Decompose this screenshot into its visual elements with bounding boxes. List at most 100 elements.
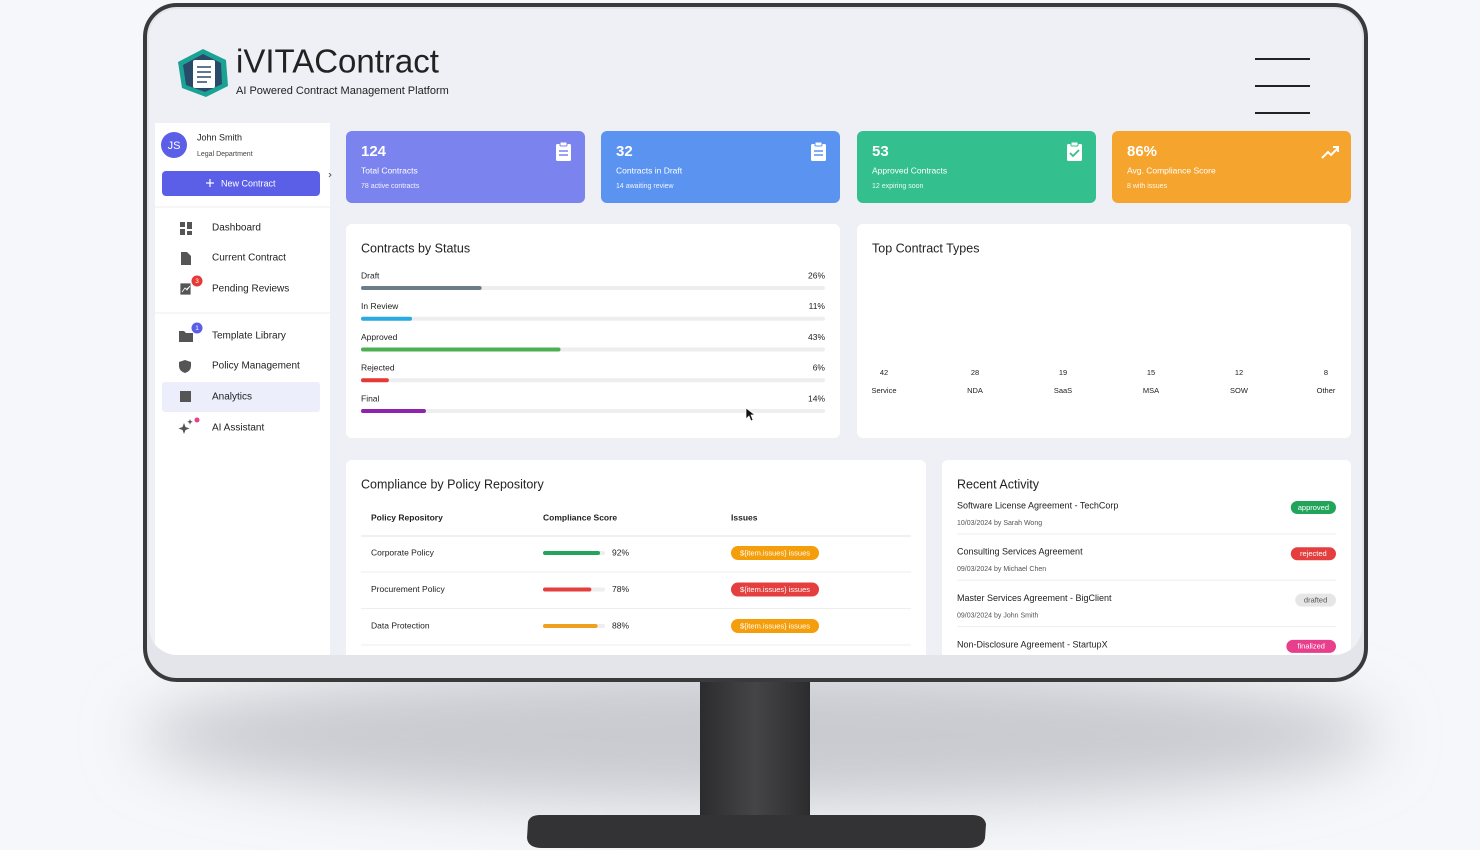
stat-icon — [1321, 146, 1339, 159]
nav-item[interactable]: Analytics — [162, 382, 320, 412]
panel-title: Compliance by Policy Repository — [361, 477, 544, 491]
screen: iVITAContract AI Powered Contract Manage… — [149, 9, 1362, 655]
status-bar — [361, 378, 389, 383]
notification-dot — [194, 417, 200, 423]
stat-label: Avg. Compliance Score — [1127, 165, 1216, 175]
nav-label[interactable]: Analytics — [212, 392, 252, 403]
nav-label[interactable]: Template Library — [212, 331, 286, 342]
status-track — [361, 409, 825, 413]
nav-item[interactable]: Dashboard — [180, 222, 261, 235]
stand-neck — [700, 678, 810, 818]
type-label: Service — [871, 386, 896, 395]
user-name: John Smith — [197, 132, 242, 142]
stat-card-bg — [601, 131, 840, 203]
score-bar — [543, 624, 598, 628]
activity-title: Non-Disclosure Agreement - StartupX — [957, 639, 1108, 649]
stat-note: 8 with issues — [1127, 183, 1168, 190]
icon — [180, 222, 185, 227]
stand-base — [527, 815, 986, 848]
stat-icon — [814, 141, 823, 147]
policy-name: Procurement Policy — [371, 584, 445, 594]
status-label: Draft — [361, 270, 380, 280]
stat-value: 32 — [616, 143, 633, 160]
score-label: 78% — [612, 584, 629, 594]
status-percent: 6% — [813, 363, 826, 373]
nav-item[interactable]: Policy Management — [179, 360, 300, 373]
stat-icon — [1069, 149, 1080, 158]
activity-meta: 10/03/2024 by Sarah Wong — [957, 520, 1042, 527]
cursor — [745, 407, 757, 422]
status-pill-text: finalized — [1297, 642, 1325, 651]
activity-title: Software License Agreement - TechCorp — [957, 500, 1118, 510]
status-percent: 43% — [808, 332, 825, 342]
activity-title: Consulting Services Agreement — [957, 547, 1083, 557]
panel — [346, 224, 840, 438]
status-label: Approved — [361, 332, 398, 342]
type-label: Other — [1317, 386, 1336, 395]
table-header: Policy Repository — [371, 512, 443, 522]
nav-badge — [191, 275, 203, 287]
status-label: In Review — [361, 301, 399, 311]
nav-item[interactable]: Template Library 1 — [179, 322, 286, 343]
stat-note: 12 expiring soon — [872, 183, 923, 190]
nav-label[interactable]: Dashboard — [212, 223, 261, 234]
stat-card-bg — [857, 131, 1096, 203]
activity-meta: 09/03/2024 by Michael Chen — [957, 566, 1046, 573]
score-label: 88% — [612, 620, 629, 630]
type-count: 12 — [1235, 368, 1243, 377]
issues-pill — [731, 582, 819, 597]
stat-icon — [811, 144, 826, 161]
stat-icon — [1067, 144, 1082, 161]
type-label: MSA — [1143, 386, 1159, 395]
type-count: 42 — [880, 368, 888, 377]
stat-value: 86% — [1127, 143, 1157, 160]
nav-item[interactable]: Current Contract — [181, 252, 286, 265]
panel-title: Recent Activity — [957, 477, 1040, 491]
issues-pill — [731, 619, 819, 633]
nav-label[interactable]: Policy Management — [212, 361, 300, 372]
status-percent: 11% — [809, 301, 826, 311]
activity-meta: 09/03/2024 by John Smith — [957, 612, 1038, 619]
status-bar — [361, 409, 426, 413]
nav-badge — [191, 322, 203, 334]
nav-active-bg — [162, 382, 320, 412]
nav-label[interactable]: AI Assistant — [212, 423, 264, 434]
status-bar — [361, 316, 413, 321]
panel-title: Contracts by Status — [361, 241, 470, 255]
status-pill — [1286, 639, 1336, 653]
table-header: Compliance Score — [543, 512, 617, 522]
stat-card-bg — [346, 131, 585, 203]
score-bar — [543, 551, 601, 555]
status-bar — [361, 286, 482, 290]
new-contract-button[interactable]: New Contract — [162, 171, 320, 196]
stat-card-bg — [1112, 131, 1351, 203]
issues-text: ${item.issues} issues — [740, 548, 810, 557]
stat-icon — [1070, 141, 1079, 147]
nav-badge-count: 3 — [195, 278, 199, 285]
type-count: 28 — [971, 368, 979, 377]
nav-label[interactable]: Current Contract — [212, 253, 286, 264]
nav-item[interactable]: Pending Reviews 3 — [179, 275, 289, 296]
nav-item[interactable]: AI Assistant — [178, 417, 265, 435]
stat-card: 86% Avg. Compliance Score 8 with issues — [1112, 131, 1351, 203]
stat-value: 124 — [361, 143, 387, 160]
status-pill-text: rejected — [1300, 549, 1327, 558]
app-subtitle: AI Powered Contract Management Platform — [236, 85, 449, 97]
score-bar — [543, 587, 592, 592]
status-label: Rejected — [361, 363, 395, 373]
logo — [178, 49, 228, 97]
nav-label[interactable]: Pending Reviews — [212, 284, 289, 295]
type-count: 15 — [1147, 368, 1155, 377]
new-contract-label[interactable]: New Contract — [221, 178, 276, 188]
icon — [180, 391, 191, 402]
stat-card: 32 Contracts in Draft 14 awaiting review — [601, 131, 840, 203]
menu-button[interactable] — [1255, 58, 1310, 114]
status-pill — [1290, 547, 1336, 561]
icon — [179, 331, 193, 342]
type-label: SaaS — [1054, 386, 1072, 395]
status-pill-text: approved — [1298, 503, 1329, 512]
stat-icon — [556, 144, 571, 161]
stat-label: Total Contracts — [361, 165, 418, 175]
